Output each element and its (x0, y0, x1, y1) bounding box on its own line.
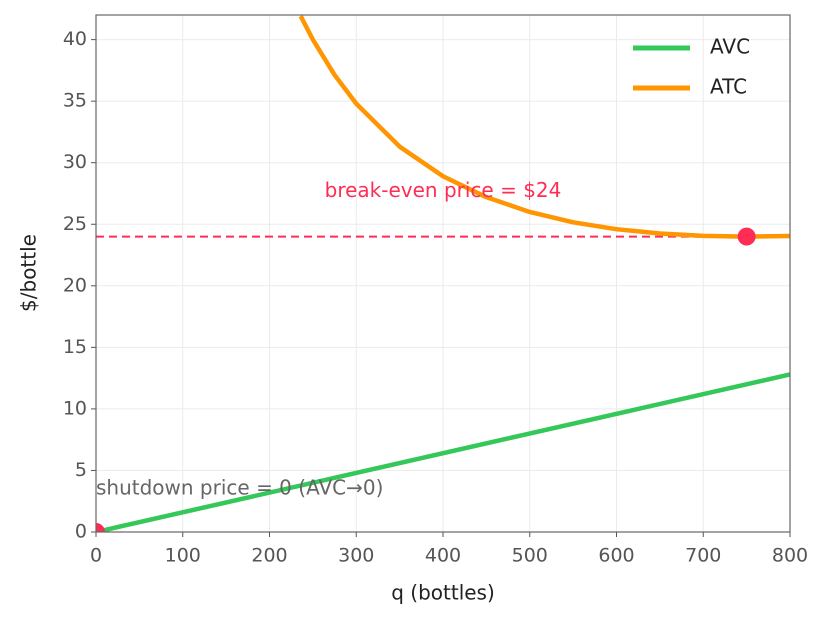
legend-label: ATC (710, 75, 747, 99)
x-tick-label: 0 (90, 545, 102, 567)
legend-label: AVC (710, 35, 750, 59)
shutdown-label: shutdown price = 0 (AVC→0) (96, 476, 383, 500)
x-tick-label: 200 (251, 545, 287, 567)
y-tick-label: 0 (75, 521, 87, 543)
x-tick-label: 500 (512, 545, 548, 567)
y-tick-label: 20 (63, 274, 87, 296)
break-even-label: break-even price = $24 (325, 178, 562, 202)
y-tick-label: 10 (63, 397, 87, 419)
plot-frame (95, 14, 791, 533)
x-tick-label: 800 (772, 545, 808, 567)
x-axis-label: q (bottles) (391, 581, 495, 605)
x-tick-label: 600 (598, 545, 634, 567)
y-tick-label: 35 (63, 90, 87, 112)
marker-point (737, 227, 756, 246)
y-axis-label: $/bottle (17, 234, 41, 312)
plot-area (96, 15, 790, 532)
x-tick-label: 700 (685, 545, 721, 567)
y-tick-label: 15 (63, 336, 87, 358)
y-tick-label: 40 (63, 28, 87, 50)
marker-point (96, 523, 105, 532)
series-line (96, 372, 790, 532)
y-tick-label: 5 (75, 459, 87, 481)
y-tick-label: 30 (63, 151, 87, 173)
y-tick-label: 25 (63, 213, 87, 235)
x-tick-label: 300 (338, 545, 374, 567)
x-tick-label: 400 (425, 545, 461, 567)
x-tick-label: 100 (165, 545, 201, 567)
series-line (298, 15, 790, 239)
